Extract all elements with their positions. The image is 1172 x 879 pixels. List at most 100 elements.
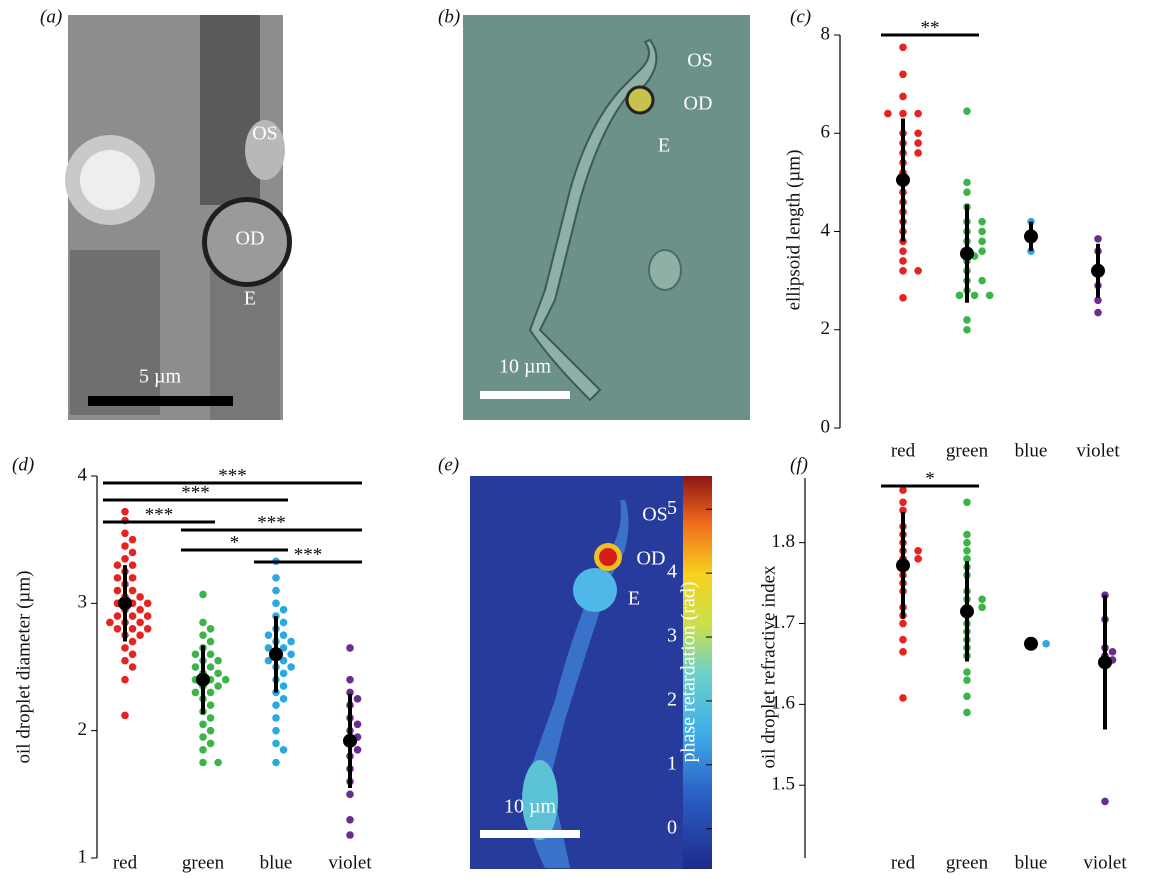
significance-label: ***	[181, 482, 210, 503]
data-point	[128, 535, 137, 544]
data-point	[899, 694, 907, 702]
image-e	[470, 476, 712, 869]
y-axis-label: oil droplet refractive index	[758, 565, 779, 769]
data-point	[113, 574, 122, 582]
colorbar-tick-label: 1	[667, 752, 677, 774]
data-point	[121, 507, 129, 516]
data-point	[279, 656, 288, 665]
data-point	[136, 618, 144, 627]
data-point	[279, 669, 288, 678]
data-point	[136, 631, 144, 639]
data-point	[346, 790, 354, 799]
mean-point	[960, 246, 974, 261]
scale-label: 5 µm	[139, 366, 182, 388]
data-point	[121, 554, 129, 563]
data-point	[113, 561, 122, 569]
data-point	[346, 675, 354, 684]
mean-point	[896, 172, 910, 187]
data-point	[206, 701, 215, 709]
data-point	[963, 178, 971, 187]
data-point	[199, 758, 207, 767]
data-point	[191, 688, 200, 697]
data-point	[143, 599, 152, 608]
data-point	[899, 43, 907, 52]
significance-label: *	[230, 532, 240, 553]
x-tick-label: violet	[328, 852, 372, 873]
data-point	[106, 618, 114, 627]
image-label: OS	[252, 123, 278, 145]
data-point	[279, 618, 288, 627]
data-point	[279, 631, 288, 639]
data-point	[206, 688, 215, 697]
data-point	[899, 109, 907, 118]
y-tick-label: 1.6	[771, 693, 795, 714]
data-point	[113, 612, 122, 620]
y-tick-label: 3	[78, 592, 88, 613]
data-point	[978, 217, 986, 226]
data-point	[128, 574, 137, 582]
panel-label: (e)	[438, 454, 459, 475]
data-point	[136, 605, 144, 614]
x-tick-label: green	[946, 440, 989, 461]
image-label: E	[658, 135, 670, 157]
data-point	[899, 635, 907, 644]
data-point	[199, 631, 207, 639]
data-point	[287, 637, 295, 646]
data-point	[899, 267, 907, 275]
data-point	[214, 758, 222, 767]
data-point	[272, 739, 280, 748]
data-point	[128, 663, 137, 671]
image-label: OD	[684, 93, 713, 115]
data-point	[899, 498, 907, 507]
image-label: OD	[637, 548, 666, 570]
x-tick-label: red	[891, 852, 916, 873]
data-point	[963, 708, 971, 717]
data-point	[272, 726, 280, 735]
data-point	[113, 586, 122, 595]
panel-label: (a)	[40, 6, 62, 27]
mean-point	[1098, 655, 1112, 670]
image-label: OS	[687, 50, 713, 72]
mean-point	[896, 558, 910, 573]
data-point	[963, 107, 971, 115]
x-tick-label: violet	[1076, 440, 1120, 461]
data-point	[978, 227, 986, 236]
colorbar-tick-label: 5	[667, 497, 677, 519]
data-point	[353, 720, 362, 729]
data-point	[963, 530, 971, 539]
data-point	[963, 498, 971, 507]
data-point	[128, 650, 137, 659]
data-point	[1108, 648, 1117, 656]
x-tick-label: blue	[1015, 440, 1048, 461]
data-point	[279, 682, 288, 690]
y-tick-label: 1.5	[771, 774, 795, 795]
panel-label: (d)	[12, 454, 34, 475]
data-point	[279, 745, 288, 754]
data-point	[264, 644, 273, 652]
mean-point	[269, 647, 283, 662]
image-label: E	[244, 288, 256, 310]
panel-label: (b)	[438, 6, 460, 27]
data-point	[279, 644, 288, 652]
data-point	[287, 650, 295, 659]
data-point	[963, 316, 971, 324]
data-point	[985, 291, 994, 300]
data-point	[346, 816, 354, 824]
data-point	[272, 586, 280, 595]
data-point	[143, 625, 152, 633]
y-tick-label: 4	[821, 220, 831, 241]
image-b	[463, 15, 750, 420]
data-point	[221, 675, 230, 684]
data-point	[978, 247, 986, 255]
data-point	[353, 745, 362, 754]
x-tick-label: blue	[260, 852, 293, 873]
data-point	[963, 555, 971, 563]
y-tick-label: 8	[821, 23, 831, 44]
y-tick-label: 0	[821, 416, 831, 437]
colorbar-label: phase retardation (rad)	[678, 581, 700, 762]
image-label: OD	[236, 228, 265, 250]
data-point	[955, 291, 964, 300]
data-point	[884, 109, 892, 118]
data-point	[214, 669, 222, 678]
data-point	[272, 599, 280, 608]
